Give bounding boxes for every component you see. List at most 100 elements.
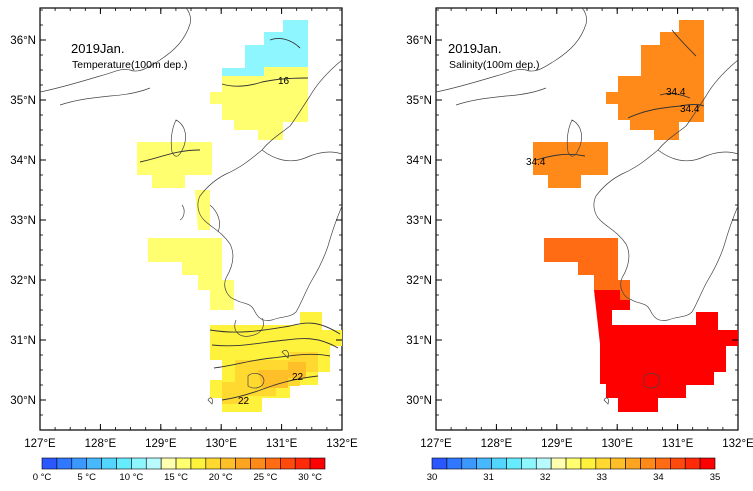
temperature-colorbar-swatch [145,457,162,470]
salinity-colorbar-swatch [684,457,701,470]
temperature-colorbar-swatch [131,457,147,470]
temperature-colorbar-swatch [235,457,251,470]
cell-region-goto [148,238,234,310]
salinity-lon-label: 127°E [420,438,452,450]
salinity-lat-label: 31°N [406,335,432,347]
temperature-colorbar-swatch [71,457,87,470]
temperature-lon-label: 131°E [266,438,298,450]
salinity-colorbar-swatch [550,457,567,470]
salinity-lat-label: 34°N [406,155,432,167]
salinity-map-subtitle: Salinity(100m dep.) [449,59,539,71]
temperature-colorbar-swatch [160,457,177,470]
salinity-colorbar-swatch [476,457,492,470]
temperature-contour-label: 22 [238,396,250,407]
cell-region-tsushima [137,142,212,188]
cell-region-tsushima [533,142,608,188]
salinity-colorbar-label: 31 [483,472,494,483]
salinity-colorbar-swatch [625,457,641,470]
salinity-colorbar-swatch [431,457,448,470]
salinity-colorbar-label: 33 [597,472,608,483]
temperature-colorbar-swatch [220,457,236,470]
temperature-lat-label: 33°N [10,215,36,227]
salinity-colorbar-swatch [491,457,507,470]
salinity-colorbar-swatch [640,457,656,470]
temperature-colorbar-label: 25 °C [253,472,277,483]
temperature-map-title: 2019Jan. [71,41,125,56]
salinity-lat-label: 35°N [406,95,432,107]
salinity-contours [535,29,705,161]
salinity-contour-label: 34.4 [680,104,700,115]
temperature-lat-label: 36°N [10,35,36,47]
salinity-map-panel: 2019Jan. Salinity(100m dep.) 34.4 34.4 3… [406,7,753,483]
temperature-contour-label: 22 [292,372,304,383]
temperature-colorbar-swatch [280,457,296,470]
salinity-contour-label: 34.4 [666,87,686,98]
temperature-lon-label: 130°E [205,438,237,450]
temperature-grid-cells [137,20,342,412]
temperature-lon-label: 129°E [145,438,177,450]
temperature-lat-label: 35°N [10,95,36,107]
temperature-colorbar-swatch [205,457,222,470]
temperature-colorbar-swatch [41,457,58,470]
cell-region-south [594,290,738,412]
salinity-colorbar-label: 30 [427,472,438,483]
salinity-colorbar-swatch [699,457,716,470]
salinity-colorbar-swatch [461,457,477,470]
temperature-colorbar-label: 0 °C [33,472,52,483]
temperature-colorbar-label: 5 °C [77,472,96,483]
salinity-colorbar-swatch [506,457,522,470]
coastlines [39,7,343,405]
temperature-colorbar-swatch [116,457,132,470]
temperature-contour-label: 16 [278,76,290,87]
salinity-colorbar-swatch [670,457,686,470]
salinity-colorbar-label: 35 [710,472,721,483]
salinity-colorbar-swatch [655,457,671,470]
temperature-contours [139,37,341,401]
temperature-map-panel: 2019Jan. Temperature(100m dep.) 16 22 22… [10,7,358,483]
temperature-lat-label: 34°N [10,155,36,167]
temperature-map-subtitle: Temperature(100m dep.) [72,59,188,71]
salinity-colorbar-swatch [610,457,626,470]
cell-region-southwest [600,300,612,384]
temperature-colorbar-label: 20 °C [209,472,233,483]
salinity-axes: 127°E 128°E 129°E 130°E 131°E 132°E 36°N 35°N 34… [406,8,753,450]
salinity-contour-label: 34.4 [526,157,546,168]
salinity-colorbar-label: 32 [540,472,551,483]
temperature-colorbar-swatch [265,457,281,470]
temperature-colorbar-swatch [86,457,102,470]
temperature-colorbar-swatch [250,457,266,470]
salinity-lon-label: 129°E [541,438,573,450]
salinity-lon-label: 131°E [662,438,694,450]
salinity-lon-label: 128°E [481,438,513,450]
salinity-colorbar-swatch [446,457,463,470]
cell-region-north [210,67,308,140]
cell-region-north [606,20,704,140]
temperature-colorbar-label: 15 °C [164,472,188,483]
coastlines [435,7,739,405]
salinity-colorbar-swatch [580,457,597,470]
cell-region-south-warmer [258,362,306,388]
temperature-colorbar-swatch [101,457,117,470]
temperature-lon-label: 132°E [326,438,358,450]
temperature-axes: 127°E 128°E 129°E 130°E 131°E 132°E 36°N 35°N 34… [10,8,358,450]
cell-region-cold [222,20,308,76]
salinity-lat-label: 36°N [406,35,432,47]
salinity-grid-cells [533,20,738,412]
salinity-lat-label: 33°N [406,215,432,227]
salinity-colorbar-swatch [595,457,612,470]
temperature-lon-label: 128°E [85,438,117,450]
salinity-lat-label: 30°N [406,395,432,407]
salinity-colorbar: 30 31 32 33 34 35 [427,457,721,483]
salinity-lon-label: 130°E [601,438,633,450]
salinity-lon-label: 132°E [722,438,753,450]
salinity-colorbar-swatch [535,457,552,470]
temperature-lat-label: 32°N [10,275,36,287]
temperature-colorbar-label: 10 °C [119,472,143,483]
temperature-colorbar-swatch [175,457,192,470]
salinity-map-title: 2019Jan. [448,41,502,56]
salinity-colorbar-label: 34 [653,472,664,483]
temperature-lat-label: 31°N [10,335,36,347]
temperature-colorbar: 0 °C 5 °C 10 °C 15 °C 20 °C 25 °C 30 °C [33,457,326,483]
temperature-colorbar-swatch [309,457,326,470]
